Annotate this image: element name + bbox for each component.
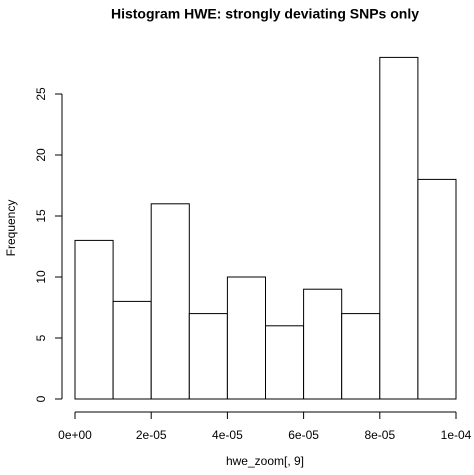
x-tick-label: 0e+00 (58, 428, 92, 442)
bar (188, 313, 228, 400)
x-tick-label: 6e-05 (288, 428, 319, 442)
bar (417, 178, 457, 400)
y-tick-label: 25 (34, 87, 48, 101)
x-tick-label: 8e-05 (364, 428, 395, 442)
y-tick-label: 0 (34, 395, 48, 402)
x-tick-label: 1e-04 (441, 428, 472, 442)
bar (303, 288, 343, 400)
x-axis-label: hwe_zoom[, 9] (226, 454, 304, 468)
bar (150, 203, 190, 400)
bar (341, 313, 381, 400)
bar (226, 276, 266, 400)
y-tick-label: 20 (34, 148, 48, 162)
x-tick-label: 2e-05 (136, 428, 167, 442)
y-tick-label: 10 (34, 270, 48, 284)
y-axis-label: Frequency (4, 200, 18, 257)
y-tick-label: 15 (34, 209, 48, 223)
bar (379, 56, 419, 400)
bar (265, 325, 305, 400)
x-tick-label: 4e-05 (212, 428, 243, 442)
bar (74, 239, 114, 400)
bar (112, 300, 152, 400)
chart-title: Histogram HWE: strongly deviating SNPs o… (111, 6, 419, 22)
y-tick-label: 5 (34, 334, 48, 341)
